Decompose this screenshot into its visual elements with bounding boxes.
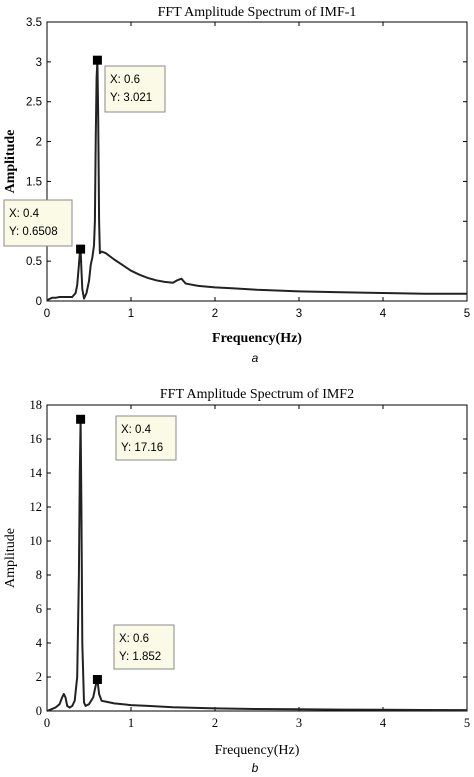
x-tick-label: 1 — [128, 716, 134, 730]
y-tick-label: 18 — [30, 398, 43, 412]
x-axis-label: Frequency(Hz) — [215, 743, 300, 758]
y-tick-label: 16 — [30, 432, 43, 446]
datatip-box — [115, 415, 177, 461]
x-tick-label: 4 — [380, 716, 387, 730]
x-tick-label: 5 — [464, 308, 470, 320]
x-tick-label: 4 — [380, 308, 387, 320]
plot-frame — [46, 404, 468, 712]
datatip-y-label: Y: 1.852 — [119, 651, 161, 663]
chart-panel-b: FFT Amplitude Spectrum of IMF2 0 1 2 3 4 5 0 2 4 6… — [0, 385, 474, 777]
chart-panel-a: FFT Amplitude Spectrum of IMF-1 0 1 2 3 4 5 0 0.… — [0, 0, 474, 385]
datatip-y-label: Y: 0.6508 — [9, 226, 58, 238]
datatip-box — [3, 199, 73, 247]
y-tick-label: 4 — [36, 636, 43, 650]
y-tick-label: 6 — [36, 602, 42, 616]
y-tick-label: 3 — [36, 57, 42, 69]
datatip-x-label: X: 0.6 — [119, 633, 149, 645]
x-tick-label: 0 — [44, 716, 50, 730]
y-tick-label: 10 — [30, 534, 43, 548]
x-tick-label: 3 — [296, 308, 302, 320]
x-axis-label: Frequency(Hz) — [212, 331, 302, 346]
series-line — [46, 59, 467, 302]
x-tick-label: 0 — [44, 308, 50, 320]
datatip-box — [104, 65, 166, 113]
series-line — [46, 418, 468, 712]
y-tick-label: 8 — [36, 568, 42, 582]
x-tick-label: 3 — [296, 716, 302, 730]
panel-label: b — [252, 761, 259, 775]
x-tick-label: 1 — [128, 308, 134, 320]
x-tick-label: 2 — [212, 716, 218, 730]
y-tick-label: 2 — [36, 137, 42, 149]
y-tick-label: 2 — [36, 670, 42, 684]
datatip-box — [113, 624, 175, 670]
y-tick-label: 2.5 — [26, 97, 42, 109]
datatip-marker — [76, 414, 86, 424]
y-tick-label: 3.5 — [26, 17, 42, 29]
panel-label: a — [252, 351, 259, 365]
chart-a-svg: FFT Amplitude Spectrum of IMF-1 0 1 2 3 4 5 0 0.… — [3, 5, 470, 365]
y-axis-label: Amplitude — [3, 528, 18, 588]
datatip-marker — [92, 675, 102, 685]
datatip-x-label: X: 0.4 — [121, 424, 152, 436]
datatip-y-label: Y: 17.16 — [121, 442, 163, 454]
y-tick-label: 1.5 — [26, 176, 42, 188]
datatip-x-label: X: 0.6 — [110, 74, 140, 86]
datatip-marker — [76, 244, 86, 254]
y-tick-label: 0 — [36, 296, 42, 308]
y-axis-label: Amplitude — [3, 130, 18, 194]
datatip-y-label: Y: 3.021 — [110, 92, 152, 104]
y-tick-label: 14 — [30, 466, 43, 480]
chart-title: FFT Amplitude Spectrum of IMF-1 — [158, 5, 357, 20]
y-tick-label: 12 — [30, 500, 43, 514]
x-tick-label: 2 — [212, 308, 218, 320]
datatip-marker — [92, 55, 102, 65]
chart-title: FFT Amplitude Spectrum of IMF2 — [160, 387, 354, 402]
datatip-x-label: X: 0.4 — [9, 208, 40, 220]
y-tick-label: 0.5 — [26, 256, 42, 268]
y-tick-label: 0 — [36, 704, 42, 718]
x-tick-label: 5 — [464, 716, 470, 730]
plot-frame — [46, 21, 468, 302]
